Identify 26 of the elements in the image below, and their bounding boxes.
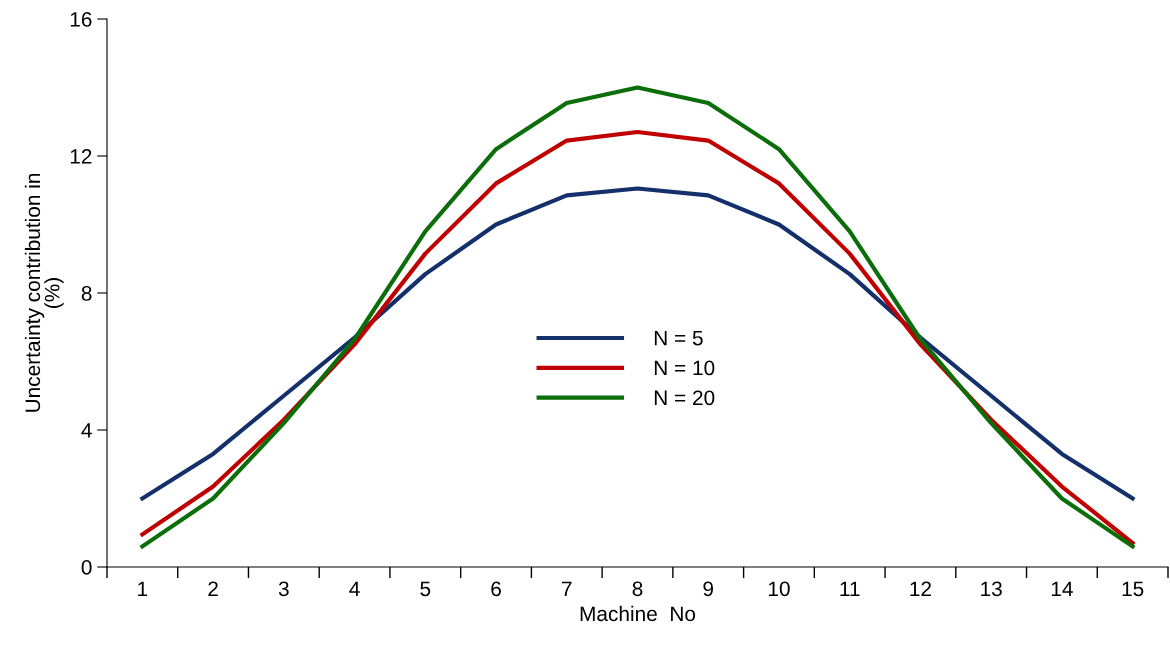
y-tick-label: 16 (70, 12, 92, 27)
x-tick-label: 15 (1122, 581, 1144, 597)
legend-label: N = 10 (654, 360, 715, 376)
y-tick-label: 4 (81, 423, 92, 438)
x-axis-title: Machine No (580, 605, 696, 622)
y-tick-label: 0 (81, 560, 92, 575)
y-tick-label: 8 (81, 286, 92, 301)
x-tick-label: 11 (840, 581, 860, 596)
x-tick-label: 7 (562, 581, 572, 596)
x-tick-label: 12 (910, 581, 931, 596)
x-tick-label: 1 (138, 581, 148, 596)
y-axis-title: Uncertainty contribution in (%) (24, 173, 64, 412)
x-tick-label: 2 (208, 581, 218, 596)
x-tick-label: 14 (1051, 581, 1073, 596)
x-tick-label: 5 (420, 581, 431, 597)
x-tick-label: 3 (278, 581, 289, 597)
legend-label: N = 20 (654, 390, 715, 406)
x-tick-label: 4 (349, 581, 360, 596)
x-tick-label: 9 (703, 581, 714, 597)
x-tick-label: 8 (632, 581, 643, 597)
x-tick-label: 10 (768, 581, 790, 597)
x-tick-label: 13 (981, 581, 1002, 597)
y-tick-label: 12 (70, 149, 92, 164)
line-series (140, 186, 1135, 501)
x-tick-label: 6 (491, 581, 501, 597)
legend-label: N = 5 (654, 330, 703, 346)
